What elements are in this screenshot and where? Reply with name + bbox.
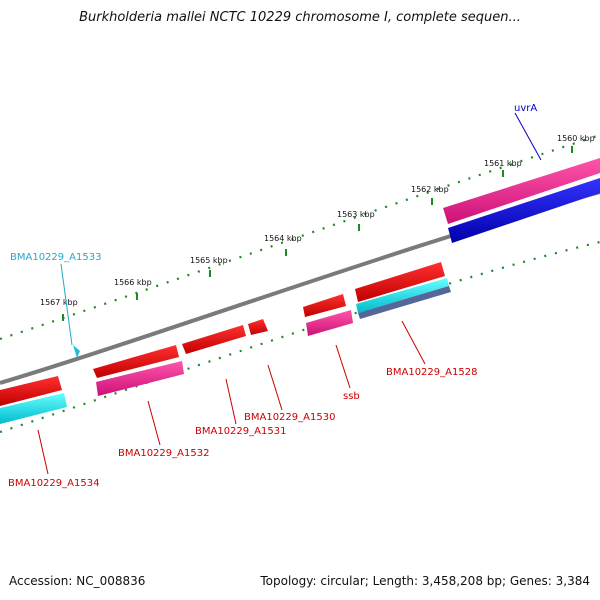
kbp-label: 1567 kbp (40, 298, 78, 307)
leader-a1532 (147, 400, 161, 446)
gene-uvrA-pink (443, 158, 600, 224)
gene-label-a1531: BMA10229_A1531 (195, 426, 286, 437)
kbp-label: 1560 kbp (557, 134, 595, 143)
cds-a1528-slate (358, 286, 451, 319)
leader-a1534 (37, 429, 49, 475)
kbp-labels: 1567 kbp 1566 kbp 1565 kbp 1564 kbp 1563… (40, 134, 595, 307)
cds-a1528-cyan (356, 278, 449, 313)
cds-a1533-marker (73, 345, 80, 358)
accession-text: Accession: NC_008836 (9, 574, 146, 588)
gene-label-a1534: BMA10229_A1534 (8, 478, 99, 489)
gene-label-a1528: BMA10229_A1528 (386, 367, 477, 378)
cds-a1534-red (0, 376, 62, 406)
leader-ssb (335, 344, 351, 389)
cds-a1532-red (93, 345, 179, 378)
kbp-label: 1561 kbp (484, 159, 522, 168)
gene-label-a1532: BMA10229_A1532 (118, 448, 209, 459)
leader-a1528 (401, 320, 426, 365)
gene-label-a1530: BMA10229_A1530 (244, 412, 335, 423)
cds-a1532-pink (96, 361, 184, 396)
kbp-label: 1565 kbp (190, 256, 228, 265)
cds-ssb-red (303, 294, 346, 317)
cds-a1528-red (355, 262, 445, 302)
map-title: Burkholderia mallei NCTC 10229 chromosom… (79, 10, 521, 25)
leader-a1533 (60, 263, 73, 346)
gene-labels: uvrA BMA10229_A1533 BMA10229_A1534 BMA10… (8, 103, 537, 489)
cds-a1534-cyan (0, 393, 67, 424)
kbp-label: 1566 kbp (114, 278, 152, 287)
gene-label-a1533: BMA10229_A1533 (10, 252, 101, 263)
kbp-label: 1564 kbp (264, 234, 302, 243)
leader-a1530 (267, 364, 283, 411)
inner-tick-ring (0, 240, 600, 434)
forward-genes (443, 158, 600, 243)
label-leaders (37, 112, 542, 475)
kbp-label: 1562 kbp (411, 185, 449, 194)
gene-uvrA-blue (448, 178, 600, 243)
kbp-label: 1563 kbp (337, 210, 375, 219)
leader-a1531 (225, 378, 237, 425)
gene-label-uvrA: uvrA (514, 103, 537, 114)
cds-ssb-pink (306, 310, 353, 336)
topology-summary: Topology: circular; Length: 3,458,208 bp… (260, 574, 590, 588)
leader-uvrA (514, 112, 542, 161)
gene-label-ssb: ssb (343, 391, 360, 402)
outer-tick-ring (0, 133, 600, 341)
cds-features (0, 262, 451, 424)
cds-a1530-red (248, 319, 268, 335)
cds-a1531-red (182, 325, 246, 354)
